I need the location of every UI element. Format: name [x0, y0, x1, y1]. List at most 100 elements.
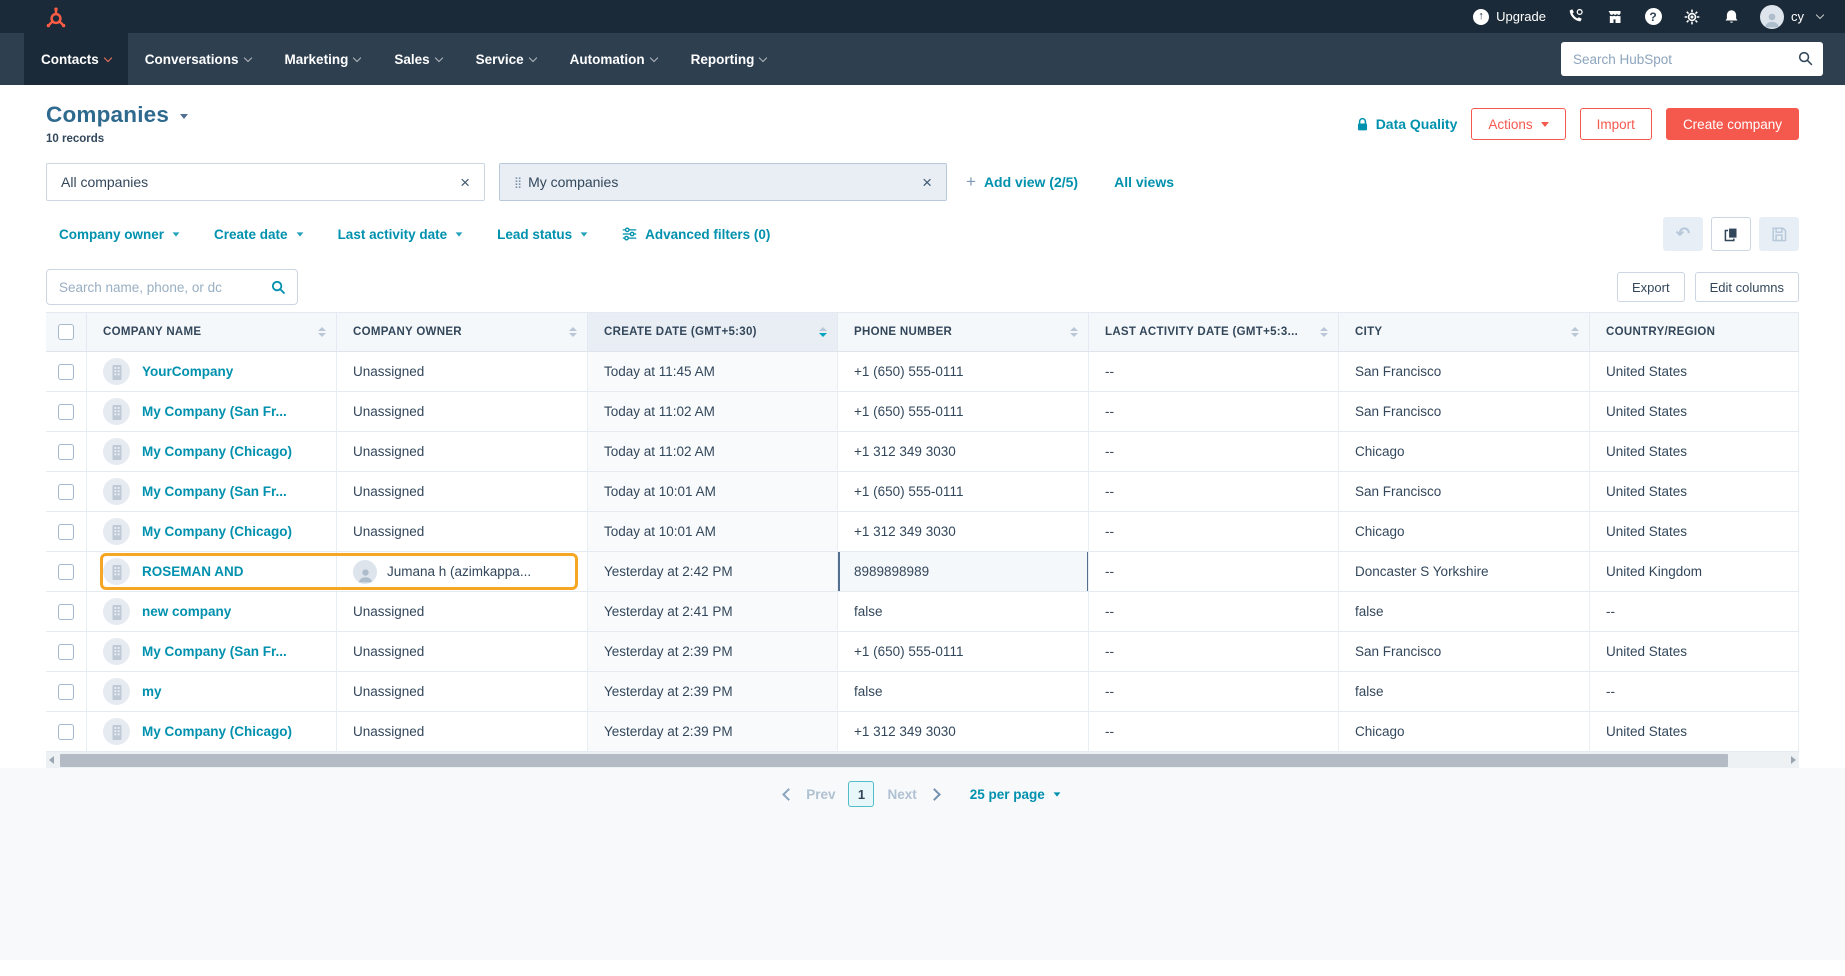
advanced-filters-button[interactable]: Advanced filters (0) — [622, 227, 770, 242]
phone-edit-field[interactable] — [838, 552, 1088, 591]
close-icon[interactable]: × — [922, 172, 932, 192]
data-quality-link[interactable]: Data Quality — [1356, 116, 1457, 132]
all-views-link[interactable]: All views — [1114, 174, 1174, 190]
export-button[interactable]: Export — [1617, 272, 1685, 302]
nav-item-service[interactable]: Service — [459, 33, 553, 85]
scroll-left-arrow-icon[interactable] — [49, 756, 54, 764]
cell-company-name: My Company (San Fr... — [87, 392, 337, 431]
row-checkbox[interactable] — [58, 443, 74, 460]
column-header-phone-number[interactable]: PHONE NUMBER — [838, 313, 1089, 351]
company-name-link[interactable]: My Company (San Fr... — [142, 484, 287, 499]
drag-handle-icon[interactable]: ⣿ — [514, 176, 522, 189]
filter-create-date[interactable]: Create date — [214, 227, 304, 242]
company-avatar — [103, 678, 130, 705]
user-menu[interactable]: cy — [1760, 4, 1825, 29]
close-icon[interactable]: × — [460, 172, 470, 192]
phone-edit-input[interactable] — [840, 564, 1087, 579]
row-checkbox[interactable] — [58, 363, 74, 380]
next-page-chevron-icon[interactable] — [927, 787, 941, 801]
company-name-link[interactable]: my — [142, 684, 162, 699]
company-name-link[interactable]: ROSEMAN AND — [142, 564, 244, 579]
row-checkbox[interactable] — [58, 483, 74, 500]
table-header-row: COMPANY NAME COMPANY OWNER CREATE DATE (… — [46, 312, 1799, 352]
cell-create-date: Yesterday at 2:39 PM — [588, 712, 838, 751]
company-name-link[interactable]: My Company (San Fr... — [142, 404, 287, 419]
per-page-select[interactable]: 25 per page — [970, 787, 1061, 802]
scrollbar-thumb[interactable] — [60, 753, 1728, 767]
cell-last-activity: -- — [1089, 392, 1339, 431]
create-company-button[interactable]: Create company — [1665, 108, 1799, 140]
page-1-button[interactable]: 1 — [848, 781, 875, 807]
column-header-company-owner[interactable]: COMPANY OWNER — [337, 313, 588, 351]
nav-item-sales[interactable]: Sales — [377, 33, 458, 85]
row-checkbox[interactable] — [58, 523, 74, 540]
sort-icon[interactable] — [1320, 327, 1328, 337]
nav-item-conversations[interactable]: Conversations — [128, 33, 268, 85]
view-tab-all-companies[interactable]: All companies × — [46, 163, 485, 201]
help-icon[interactable]: ? — [1643, 7, 1663, 27]
column-header-company-name[interactable]: COMPANY NAME — [87, 313, 337, 351]
company-avatar — [103, 358, 130, 385]
sort-icon[interactable] — [819, 327, 827, 337]
sort-icon[interactable] — [318, 327, 326, 337]
column-header-last-activity-date-gmt-5-3[interactable]: LAST ACTIVITY DATE (GMT+5:3... — [1089, 313, 1339, 351]
sort-icon[interactable] — [1070, 327, 1078, 337]
edit-columns-button[interactable]: Edit columns — [1694, 272, 1799, 302]
call-sales-icon[interactable] — [1565, 7, 1585, 27]
filter-company-owner[interactable]: Company owner — [59, 227, 180, 242]
company-name-link[interactable]: YourCompany — [142, 364, 234, 379]
column-header-create-date-gmt-5-30[interactable]: CREATE DATE (GMT+5:30) — [588, 313, 838, 351]
cell-last-activity: -- — [1089, 352, 1339, 391]
view-tab-my-companies[interactable]: ⣿ My companies × — [499, 163, 947, 201]
sort-icon[interactable] — [1571, 327, 1579, 337]
company-name-link[interactable]: My Company (Chicago) — [142, 724, 293, 739]
row-select-cell — [46, 512, 87, 551]
row-checkbox[interactable] — [58, 403, 74, 420]
add-view-button[interactable]: + Add view (2/5) — [966, 172, 1079, 191]
nav-item-marketing[interactable]: Marketing — [268, 33, 378, 85]
record-search[interactable] — [46, 269, 298, 305]
row-checkbox[interactable] — [58, 683, 74, 700]
cell-city: Chicago — [1339, 512, 1590, 551]
hubspot-logo[interactable] — [40, 4, 70, 34]
row-select-cell — [46, 432, 87, 471]
nav-item-contacts[interactable]: Contacts — [24, 33, 128, 85]
title-dropdown-caret-icon[interactable] — [180, 114, 189, 119]
global-search[interactable] — [1561, 42, 1823, 76]
company-name-link[interactable]: new company — [142, 604, 232, 619]
next-button[interactable]: Next — [887, 786, 917, 802]
marketplace-icon[interactable] — [1604, 7, 1624, 27]
save-view-button[interactable] — [1759, 217, 1799, 251]
prev-page-chevron-icon[interactable] — [782, 787, 796, 801]
import-button[interactable]: Import — [1579, 108, 1652, 140]
row-checkbox[interactable] — [58, 603, 74, 620]
building-icon — [112, 404, 121, 420]
row-checkbox[interactable] — [58, 723, 74, 740]
row-select-cell — [46, 632, 87, 671]
upgrade-button[interactable]: ↑ Upgrade — [1473, 8, 1546, 25]
record-search-input[interactable] — [47, 270, 297, 304]
cell-create-date: Today at 10:01 AM — [588, 512, 838, 551]
scroll-right-arrow-icon[interactable] — [1791, 756, 1796, 764]
row-checkbox[interactable] — [58, 563, 74, 580]
company-name-link[interactable]: My Company (Chicago) — [142, 524, 293, 539]
actions-button[interactable]: Actions — [1471, 108, 1566, 140]
select-all-checkbox[interactable] — [58, 324, 74, 340]
global-search-input[interactable] — [1561, 51, 1823, 67]
nav-item-reporting[interactable]: Reporting — [674, 33, 784, 85]
column-header-country-region[interactable]: COUNTRY/REGION — [1590, 313, 1799, 351]
company-name-link[interactable]: My Company (Chicago) — [142, 444, 293, 459]
filter-last-activity-date[interactable]: Last activity date — [338, 227, 464, 242]
horizontal-scrollbar[interactable] — [46, 752, 1799, 768]
settings-gear-icon[interactable] — [1682, 7, 1702, 27]
company-name-link[interactable]: My Company (San Fr... — [142, 644, 287, 659]
notifications-bell-icon[interactable] — [1721, 7, 1741, 27]
sort-icon[interactable] — [569, 327, 577, 337]
undo-button[interactable]: ↶ — [1663, 217, 1703, 251]
nav-item-automation[interactable]: Automation — [553, 33, 674, 85]
clone-view-button[interactable] — [1711, 217, 1751, 251]
prev-button[interactable]: Prev — [806, 786, 836, 802]
filter-lead-status[interactable]: Lead status — [497, 227, 588, 242]
column-header-city[interactable]: CITY — [1339, 313, 1590, 351]
row-checkbox[interactable] — [58, 643, 74, 660]
